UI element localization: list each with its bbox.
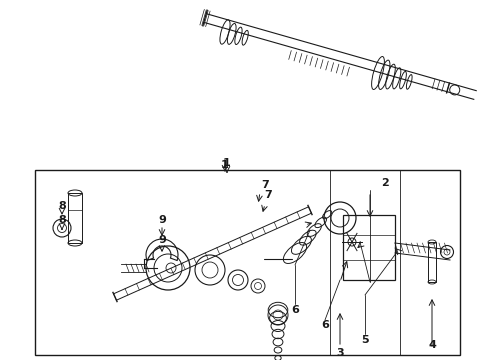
Text: 3: 3 bbox=[336, 348, 344, 358]
Text: 1: 1 bbox=[223, 158, 231, 168]
Bar bbox=[68, 193, 82, 243]
Bar bbox=[343, 215, 395, 280]
Bar bbox=[428, 242, 436, 282]
Text: 1: 1 bbox=[221, 160, 229, 170]
Text: 8: 8 bbox=[58, 201, 66, 211]
Text: 2: 2 bbox=[381, 178, 389, 188]
Text: 9: 9 bbox=[158, 235, 166, 245]
Text: 7: 7 bbox=[264, 190, 272, 200]
Text: 6: 6 bbox=[321, 320, 329, 330]
Text: 5: 5 bbox=[361, 335, 369, 345]
Bar bbox=[35, 170, 460, 355]
Text: 7: 7 bbox=[261, 180, 269, 190]
Text: 4: 4 bbox=[428, 340, 436, 350]
Text: 9: 9 bbox=[158, 215, 166, 225]
Text: 6: 6 bbox=[291, 305, 299, 315]
Text: 8: 8 bbox=[58, 215, 66, 225]
